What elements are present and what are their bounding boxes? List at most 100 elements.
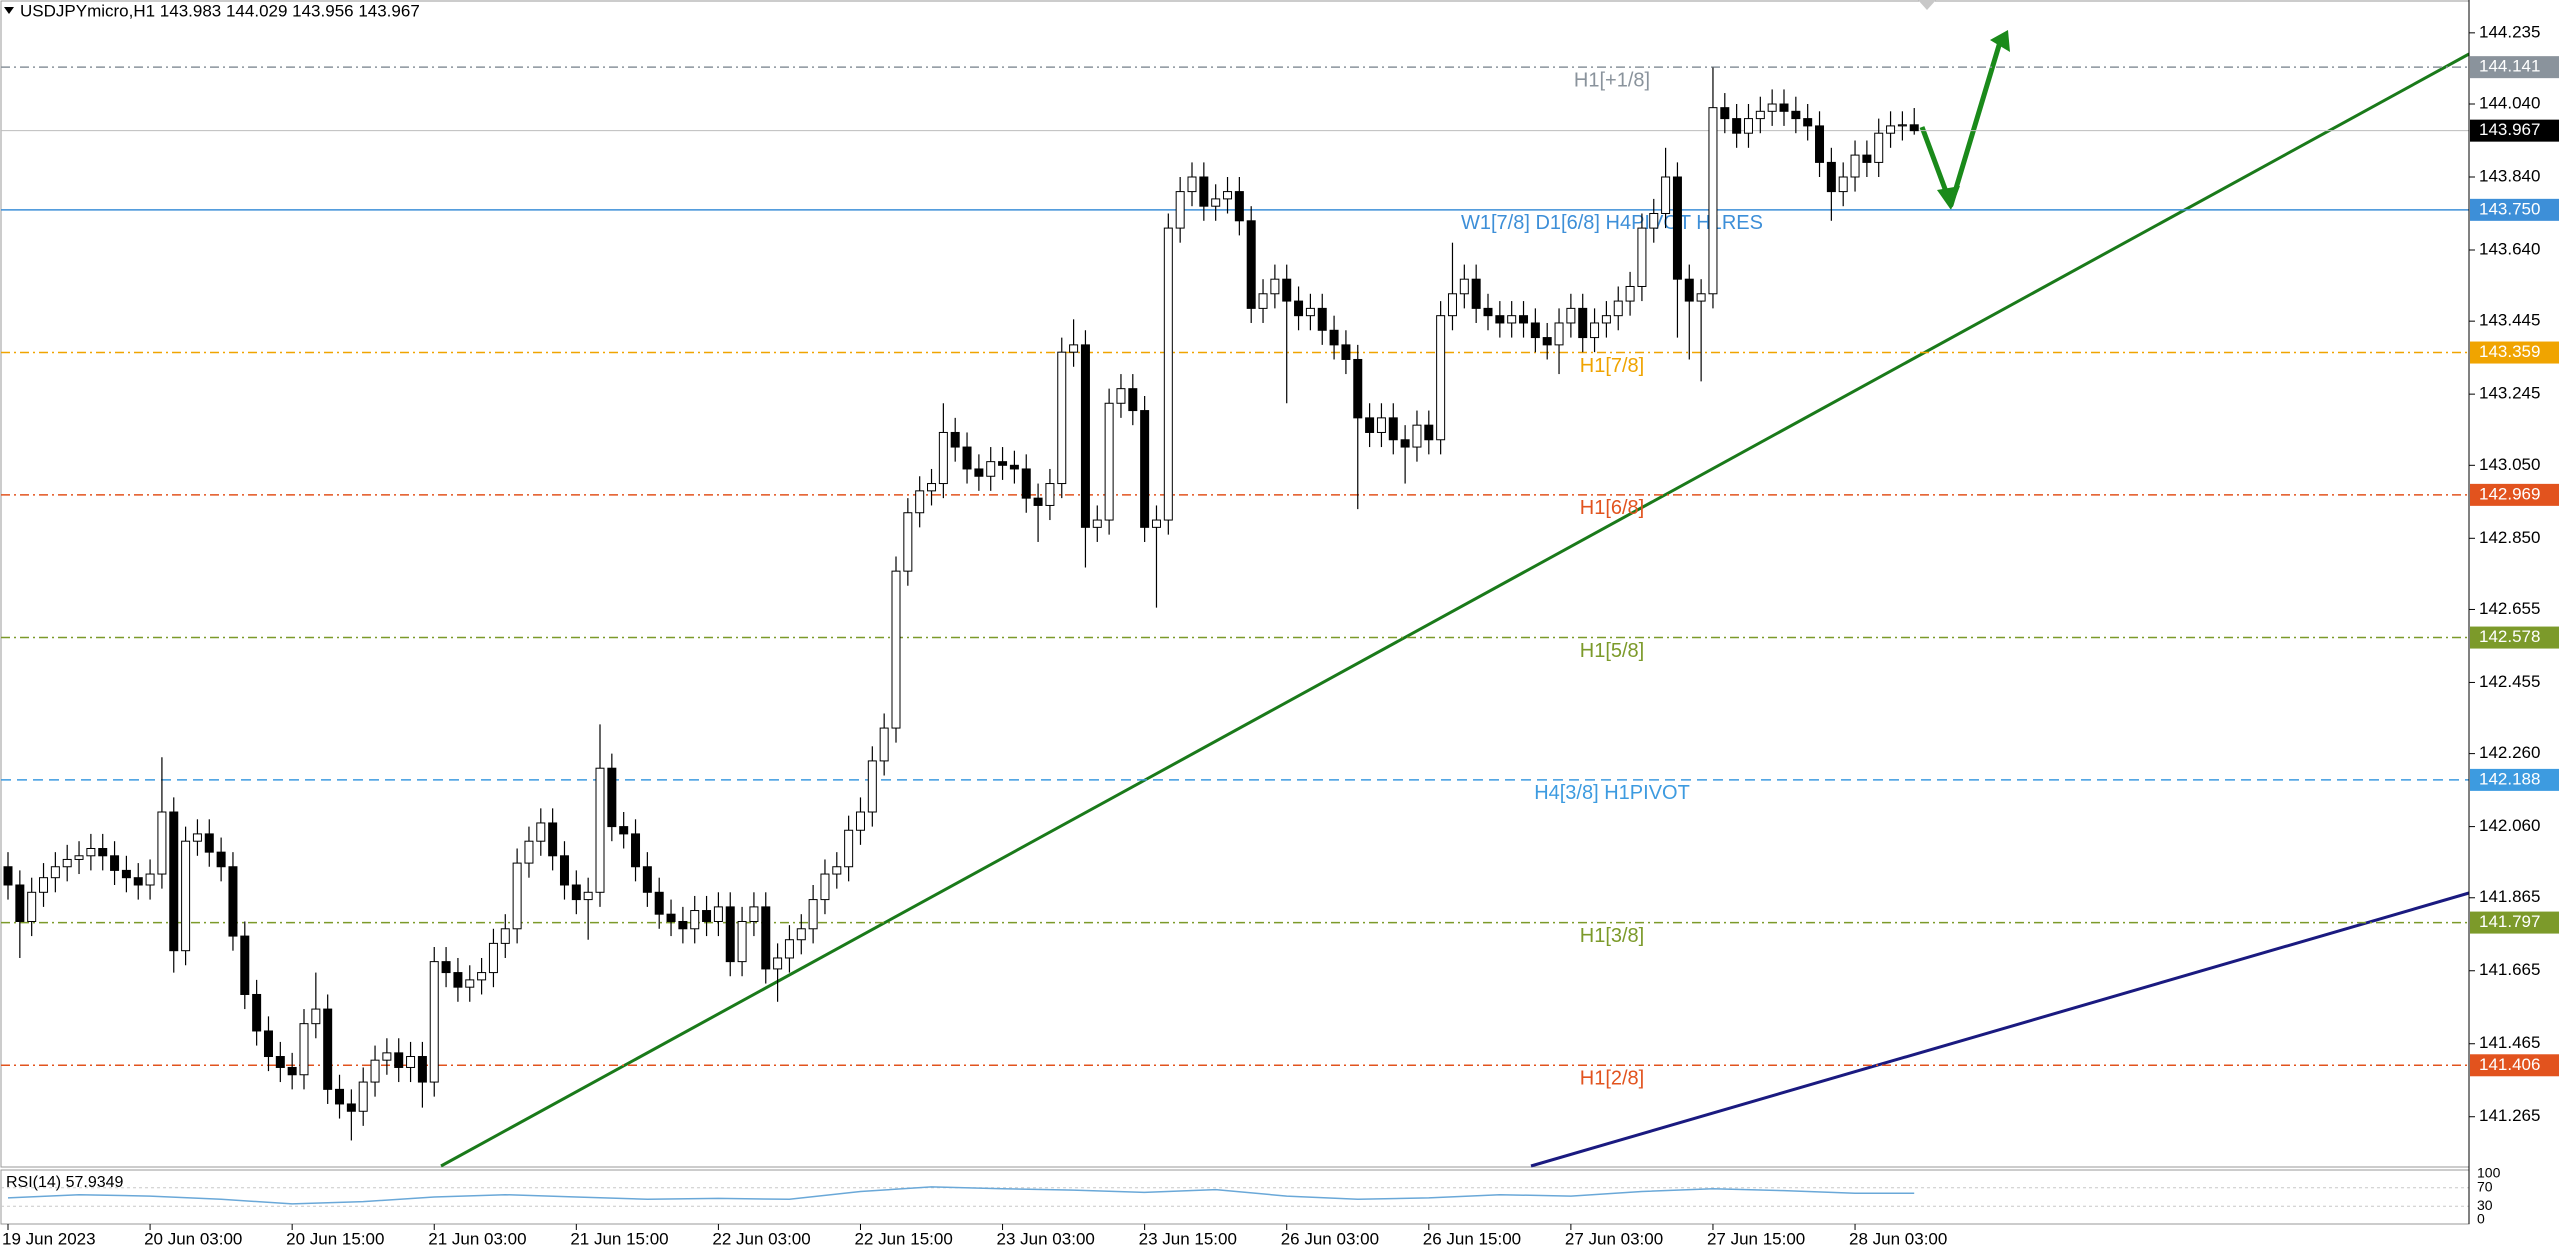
level-price-label: 143.359 — [2479, 342, 2540, 361]
level-price-box — [2470, 1054, 2559, 1077]
candle-body — [891, 570, 901, 729]
candle-body — [477, 972, 487, 981]
level-label: H1[5/8] — [1580, 640, 1644, 662]
candle-body — [1459, 278, 1469, 295]
level-label: H1[6/8] — [1580, 497, 1644, 519]
level-label: H1[2/8] — [1580, 1068, 1644, 1090]
x-tick-label: 27 Jun 03:00 — [1565, 1229, 1663, 1248]
candle-body — [524, 840, 534, 864]
candle-body — [619, 826, 629, 835]
candle-body — [240, 935, 250, 995]
candle-body — [335, 1088, 345, 1105]
candle-body — [1601, 315, 1611, 324]
rsi-line — [7, 1186, 1915, 1205]
candle-body — [1033, 497, 1043, 506]
candle-body — [27, 891, 37, 922]
candle-body — [145, 873, 155, 886]
y-tick-label: 141.465 — [2479, 1033, 2540, 1052]
candle-body — [1613, 300, 1623, 317]
candle-body — [1838, 176, 1848, 193]
candle-body — [157, 811, 167, 875]
candle-body — [1732, 118, 1742, 134]
candle-body — [263, 1030, 273, 1058]
symbol-menu[interactable] — [4, 7, 14, 14]
candle-body — [595, 767, 605, 893]
candle-body — [1566, 307, 1576, 324]
y-tick-label: 142.060 — [2479, 816, 2540, 835]
candle-body — [1151, 519, 1161, 528]
candle-body — [1128, 388, 1138, 412]
y-tick-label: 141.265 — [2479, 1106, 2540, 1125]
candle-body — [690, 910, 700, 930]
candle-body — [169, 811, 179, 952]
candle-body — [702, 910, 712, 922]
x-tick-label: 26 Jun 15:00 — [1423, 1229, 1521, 1248]
x-tick-label: 23 Jun 03:00 — [997, 1229, 1095, 1248]
candle-body — [181, 840, 191, 952]
candle-body — [1554, 322, 1564, 346]
candle-body — [394, 1052, 404, 1068]
level-price-box — [2470, 341, 2559, 364]
level-price-box — [2470, 56, 2559, 79]
candle-body — [1140, 410, 1150, 528]
candle-body — [536, 822, 546, 842]
candle-body — [642, 866, 652, 893]
candle-body — [1471, 278, 1481, 309]
candle-body — [903, 512, 913, 572]
candle-body — [465, 979, 475, 988]
candle-body — [1116, 388, 1126, 404]
candle-body — [1495, 315, 1505, 324]
candle-body — [1826, 161, 1836, 193]
candle-body — [1223, 191, 1233, 200]
candle-body — [358, 1081, 368, 1112]
candle-body — [1767, 103, 1777, 112]
candle-body — [713, 906, 723, 922]
candle-body — [1175, 191, 1185, 229]
candle-body — [275, 1056, 285, 1068]
candle-body — [1388, 417, 1398, 441]
candle-body — [559, 855, 569, 886]
candle-body — [855, 811, 865, 831]
candle-body — [1199, 176, 1209, 207]
candle-body — [1234, 191, 1244, 222]
candle-body — [1317, 307, 1327, 331]
candle-body — [453, 972, 463, 988]
rsi-title: RSI(14) 57.9349 — [6, 1174, 124, 1191]
shift-marker — [1918, 0, 1936, 10]
candle-body — [1436, 315, 1446, 441]
candle-body — [1341, 344, 1351, 360]
candle-body — [74, 855, 84, 860]
y-tick-label: 142.655 — [2479, 599, 2540, 618]
candle-body — [50, 866, 60, 879]
candle-body — [832, 866, 842, 875]
level-label: H1[+1/8] — [1574, 69, 1650, 91]
candle-body — [1483, 307, 1493, 317]
level-price-label: 142.969 — [2479, 484, 2540, 503]
candle-body — [1424, 424, 1434, 441]
candle-body — [1412, 424, 1422, 448]
candle-body — [1187, 176, 1197, 193]
last-price-label: 143.967 — [2479, 120, 2540, 139]
y-tick-label: 144.040 — [2479, 93, 2540, 112]
candle-body — [1625, 285, 1635, 302]
candle-body — [370, 1059, 380, 1083]
candle-body — [121, 869, 131, 879]
chart-title: USDJPYmicro,H1 143.983 144.029 143.956 1… — [20, 1, 420, 20]
candle-body — [500, 928, 510, 944]
candle-body — [1696, 293, 1706, 302]
level-label: W1[7/8] D1[6/8] H4PIVOT H1RES — [1461, 212, 1763, 234]
candle-body — [1353, 358, 1363, 419]
candle-body — [1246, 220, 1256, 309]
candle-body — [773, 957, 783, 970]
candle-body — [1163, 227, 1173, 521]
x-tick-label: 20 Jun 03:00 — [144, 1229, 242, 1248]
candle-body — [583, 891, 593, 901]
arrow-head — [1937, 186, 1960, 210]
candle-body — [323, 1008, 333, 1090]
y-tick-label: 142.260 — [2479, 743, 2540, 762]
level-price-label: 144.141 — [2479, 57, 2540, 76]
candle-body — [1080, 344, 1090, 528]
candle-body — [1755, 110, 1765, 120]
candle-body — [1258, 293, 1268, 309]
